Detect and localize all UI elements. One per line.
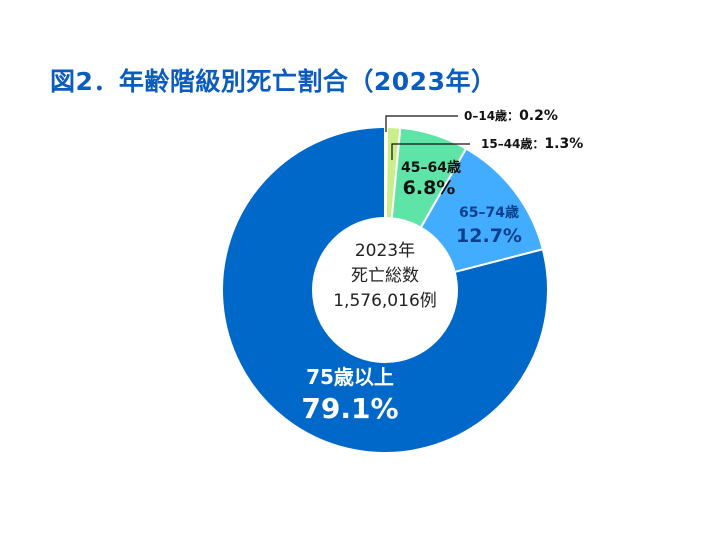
callout-label: 0–14歳：0.2%: [464, 108, 558, 124]
leader-line: [385, 115, 458, 132]
donut-hole: [312, 217, 458, 363]
callout-label: 15–44歳：1.3%: [481, 136, 583, 152]
chart-title: 図2．年齢階級別死亡割合（2023年）: [50, 67, 497, 96]
center-text-line: 2023年: [355, 241, 415, 261]
category-label: 45–64歳: [401, 159, 461, 176]
value-label: 6.8%: [403, 177, 456, 199]
value-label: 79.1%: [301, 392, 398, 425]
slice-4: [221, 125, 549, 454]
center-text-line: 1,576,016例: [333, 291, 437, 311]
value-label: 12.7%: [456, 225, 522, 247]
center-text-line: 死亡総数: [351, 266, 419, 286]
leader-line: [391, 143, 470, 160]
category-label: 65–74歳: [459, 204, 519, 221]
category-label: 75歳以上: [306, 365, 394, 389]
